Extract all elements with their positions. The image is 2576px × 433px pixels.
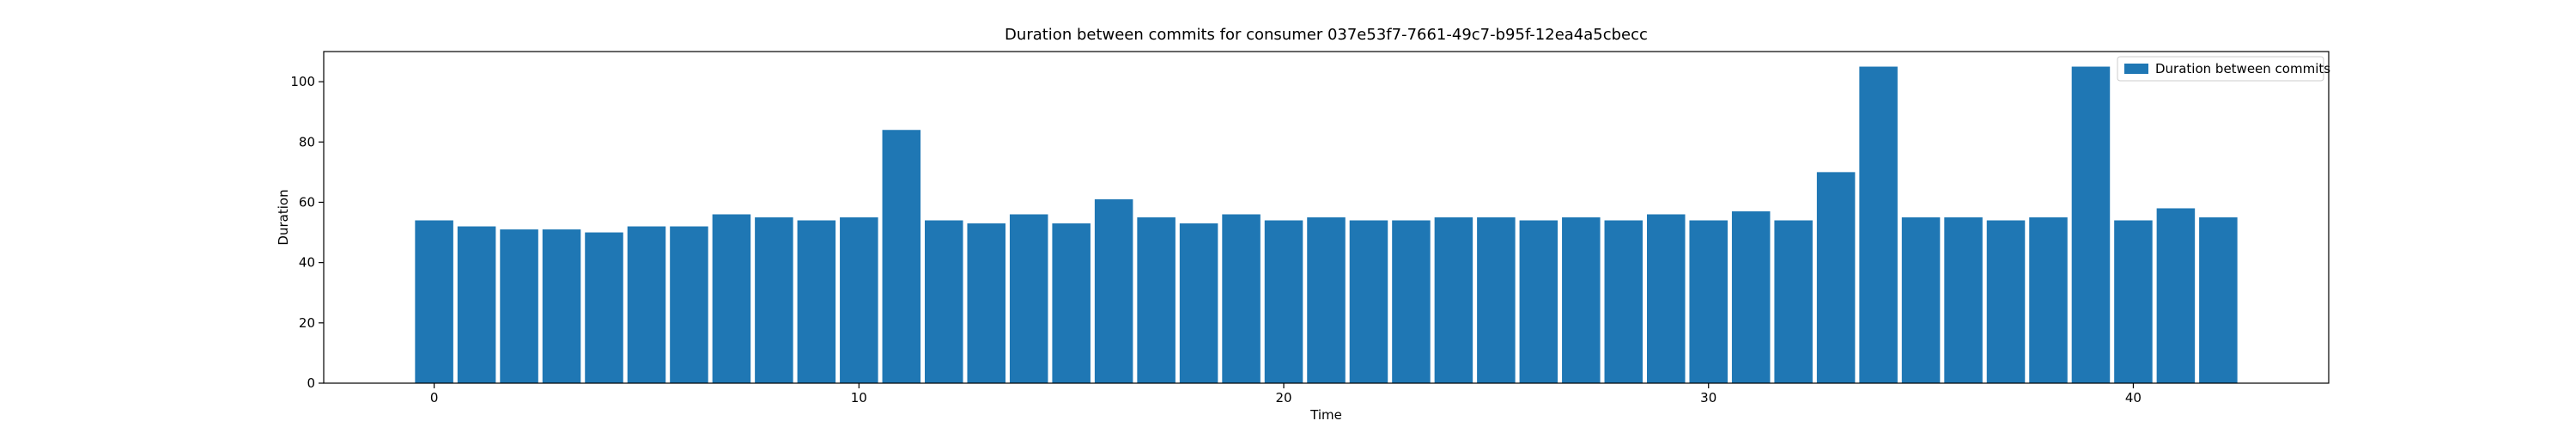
bar (415, 220, 453, 383)
x-axis-label: Time (1309, 407, 1342, 423)
bar (1392, 220, 1431, 383)
bar (1264, 220, 1303, 383)
bar (1689, 220, 1728, 383)
bar (1816, 172, 1856, 383)
bar (1477, 217, 1516, 383)
bar (1859, 66, 1898, 383)
legend-swatch (2124, 64, 2148, 74)
bar (1222, 214, 1261, 383)
y-tick-label: 60 (299, 194, 315, 210)
bar (2071, 66, 2111, 383)
bar (1349, 220, 1388, 383)
bar (1519, 220, 1558, 383)
bar (2156, 208, 2196, 383)
y-tick-label: 80 (299, 134, 315, 149)
bar-series (415, 66, 2238, 383)
legend: Duration between commits (2117, 56, 2330, 82)
bar (925, 220, 963, 383)
x-axis: 0 10 20 30 40 (430, 383, 2142, 406)
bar (1052, 223, 1091, 383)
bar (840, 217, 878, 383)
legend-label: Duration between commits (2155, 61, 2330, 76)
bar (500, 229, 538, 383)
bar (967, 223, 1005, 383)
bar (1137, 217, 1176, 383)
chart-title: Duration between commits for consumer 03… (1005, 26, 1648, 44)
bar (1434, 217, 1473, 383)
bar (627, 226, 666, 383)
bar (542, 229, 581, 383)
bar (1009, 214, 1048, 383)
bar (882, 130, 921, 383)
bar (1901, 217, 1941, 383)
bar (1094, 198, 1133, 383)
bar (1604, 220, 1643, 383)
bar (2029, 217, 2068, 383)
y-tick-label: 100 (290, 74, 315, 89)
y-axis-label: Duration (276, 189, 291, 245)
x-tick-label: 30 (1700, 390, 1716, 406)
x-tick-label: 40 (2125, 390, 2142, 406)
x-tick-label: 10 (851, 390, 867, 406)
x-tick-label: 0 (430, 390, 439, 406)
y-tick-label: 40 (299, 255, 315, 271)
bar (2199, 217, 2238, 383)
bar (1774, 220, 1813, 383)
bar (1562, 217, 1601, 383)
y-tick-label: 0 (307, 375, 315, 391)
bar (712, 214, 751, 383)
plot-frame (323, 51, 2330, 384)
bar (585, 232, 623, 383)
bar (1179, 223, 1218, 383)
y-axis: 0 20 40 60 80 100 (290, 74, 324, 391)
x-tick-label: 20 (1275, 390, 1291, 406)
bar (1731, 210, 1771, 383)
bar (1307, 217, 1346, 383)
bar (457, 226, 496, 383)
bar (1647, 214, 1686, 383)
bar (1986, 220, 2026, 383)
bar (1944, 217, 1983, 383)
bar (2114, 220, 2153, 383)
bar (755, 217, 793, 383)
bar (670, 226, 708, 383)
legend-box (2117, 56, 2324, 82)
y-tick-label: 20 (299, 315, 315, 331)
bar (797, 220, 836, 383)
